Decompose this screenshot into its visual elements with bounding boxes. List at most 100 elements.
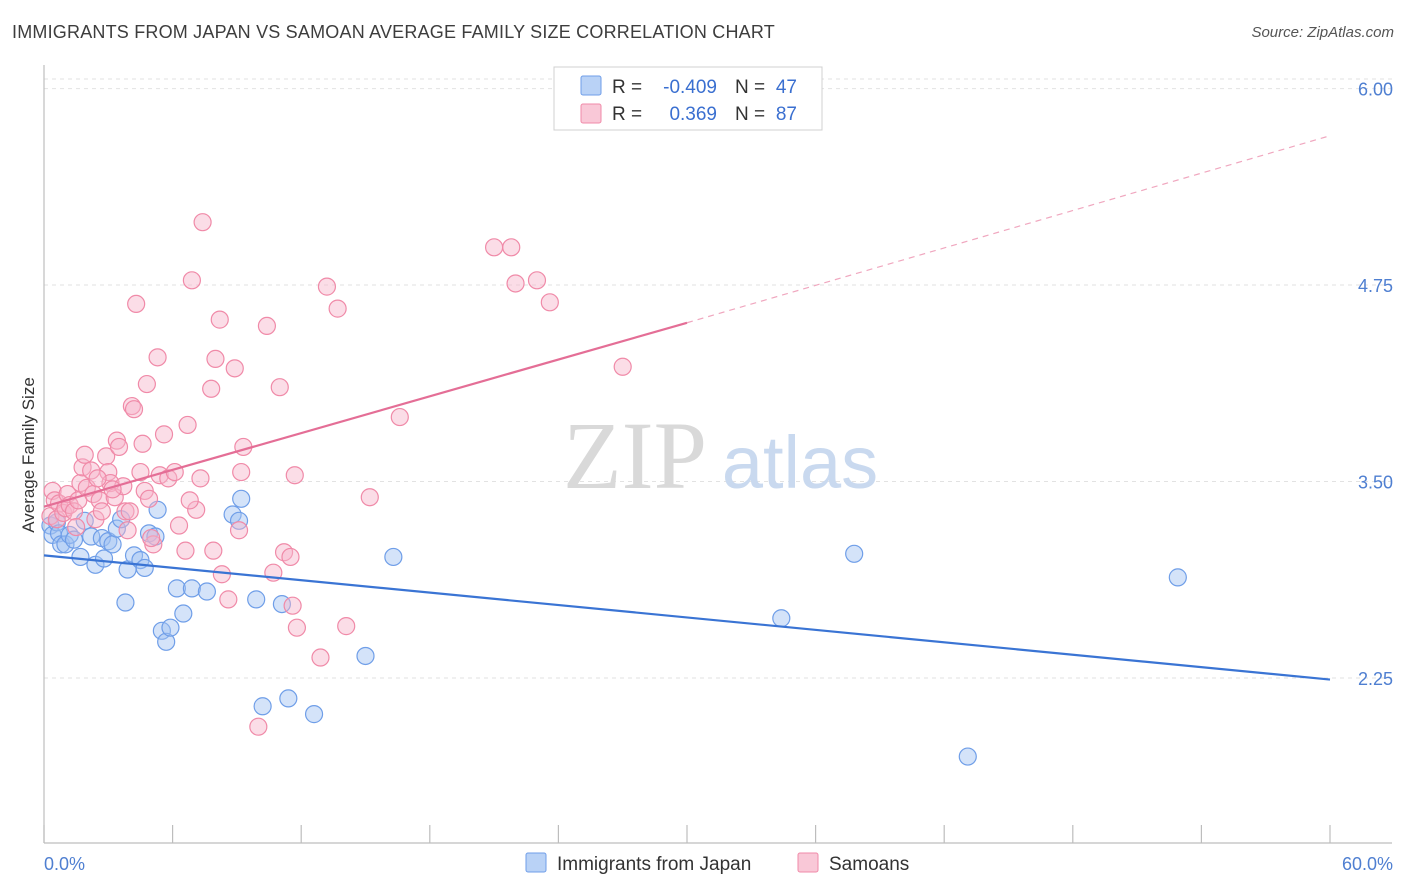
japan-point [116,593,135,612]
japan-point [182,579,201,598]
samoan-point [67,517,86,537]
legend-r-label-japan: R = [612,77,642,98]
series-samoan [41,213,632,736]
samoan-point [287,618,307,637]
japan-point [232,489,251,508]
samoan-trend-extension [686,135,1331,324]
series-legend: Immigrants from Japan Samoans [525,852,909,875]
samoan-point [148,348,167,367]
samoan-point [127,294,146,314]
samoan-point [206,349,225,369]
japan-point [958,747,977,766]
japan-point [304,705,324,724]
samoan-point [116,502,135,521]
japan-point [56,535,75,554]
grid-lines [44,78,1392,679]
samoan-point [176,541,195,560]
y-tick-label: 4.75 [1358,276,1393,296]
watermark-zip: ZIP [563,402,707,509]
samoan-point [178,415,197,435]
samoan-point [527,271,547,290]
japan-point [71,547,90,567]
samoan-point [285,466,304,485]
samoan-point [180,491,199,510]
legend-swatch-japan [580,75,602,96]
samoan-point [337,617,356,636]
samoan-point [390,407,409,427]
watermark: ZIP atlas [563,402,878,509]
y-tick-label: 3.50 [1358,473,1393,493]
japan-point [167,579,186,598]
x-tick-label-max: 60.0% [1342,854,1393,874]
y-tick-label: 2.25 [1358,669,1393,689]
samoan-point [131,462,150,482]
x-tick-label-min: 0.0% [44,854,85,874]
samoan-point [88,469,107,488]
samoan-point [225,359,244,378]
samoan-point [317,277,337,296]
samoan-point [219,590,238,609]
samoan-point [99,462,118,482]
legend-n-value-japan: 47 [776,77,797,98]
samoan-point [283,596,302,615]
samoan-point [191,469,210,488]
samoan-point [64,502,84,521]
series-legend-label-japan: Immigrants from Japan [557,854,751,875]
japan-point [279,689,298,708]
samoan-point [193,213,212,232]
samoan-point [120,502,139,521]
samoan-point [360,488,379,507]
samoan-point [204,541,223,560]
samoan-point [210,310,229,329]
samoan-point [328,299,347,318]
samoan-point [97,447,116,466]
japan-point [247,590,266,609]
japan-point [772,609,791,628]
japan-trend-line [43,554,1331,681]
samoan-point [212,565,231,584]
samoan-point [137,374,156,394]
samoan-point [485,238,504,257]
samoan-point [90,491,109,510]
samoan-point [232,462,251,482]
legend-n-value-samoan: 87 [776,104,797,125]
samoan-point [182,271,201,290]
japan-point [94,549,114,568]
series-legend-swatch-japan [525,852,547,873]
samoan-point [187,500,206,519]
samoan-point [540,293,559,312]
samoan-point [249,717,268,736]
legend-swatch-samoan [580,103,602,124]
y-tick-label: 6.00 [1358,80,1393,100]
axes: 2.25 3.50 4.75 6.00 0.0% 60.0% Average Family … [19,65,1393,874]
samoan-point [154,425,174,444]
japan-point [229,511,249,530]
series-legend-swatch-samoan [797,852,819,873]
samoan-point [502,238,521,257]
trend-lines [43,135,1331,681]
samoan-point [109,437,129,457]
japan-point [356,646,375,666]
japan-point [253,697,272,716]
series-japan [41,489,1187,766]
japan-point [161,618,180,637]
data-points [41,213,1187,766]
japan-point [174,604,193,623]
samoan-point [122,396,141,416]
legend-r-label-samoan: R = [612,104,642,125]
japan-point [384,547,403,567]
samoan-point [124,400,144,419]
legend-n-label-samoan: N = [735,104,765,125]
chart-title: IMMIGRANTS FROM JAPAN VS SAMOAN AVERAGE … [12,22,775,42]
japan-point [845,544,864,563]
samoan-trend-line [43,321,688,508]
samoan-point [257,316,277,336]
samoan-point [613,357,632,376]
samoan-point [229,521,249,540]
samoan-point [270,378,289,397]
samoan-point [169,516,189,535]
japan-point [157,632,176,651]
samoan-point [133,434,152,453]
samoan-point [202,379,221,398]
